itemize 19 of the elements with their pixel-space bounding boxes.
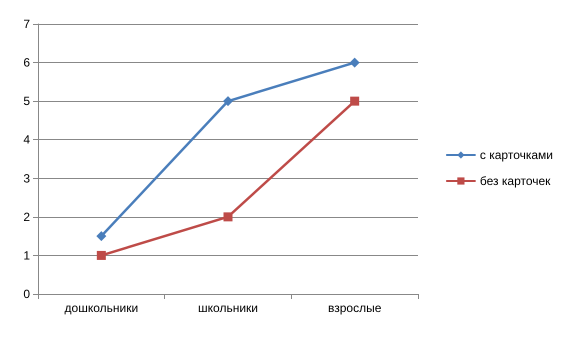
y-tick-label: 3: [23, 171, 30, 186]
legend-label: без карточек: [480, 174, 552, 188]
x-tick-label: школьники: [198, 301, 258, 315]
point: [223, 96, 233, 106]
y-tick-label: 0: [23, 287, 30, 301]
point: [350, 96, 360, 106]
point: [96, 231, 106, 242]
y-tick-label: 6: [23, 56, 30, 70]
y-tick-label: 1: [23, 248, 30, 262]
y-tick-label: 4: [23, 132, 30, 147]
y-tick-label: 5: [23, 94, 30, 108]
x-tick-label: взрослые: [328, 301, 382, 315]
point: [350, 58, 360, 68]
y-tick-label: 2: [23, 210, 30, 224]
x-tick-label: дошкольники: [64, 301, 138, 315]
legend-label: с карточками: [480, 148, 554, 162]
point: [96, 250, 106, 260]
point: [224, 212, 232, 222]
y-tick-label: 7: [23, 17, 30, 31]
